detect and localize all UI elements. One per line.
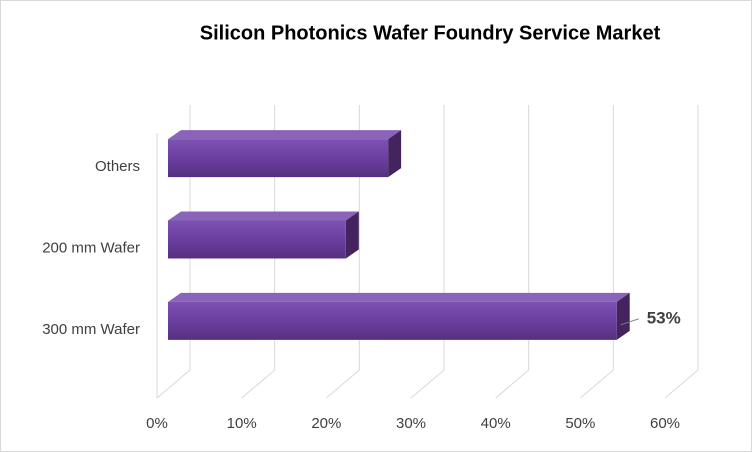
grid-line [241,105,276,399]
leader-line [620,318,639,326]
bar [168,211,359,259]
grid-line [495,105,530,399]
grid-line [664,105,699,399]
bar-side [388,130,402,178]
chart-title: Silicon Photonics Wafer Foundry Service … [200,22,661,44]
bar-front [168,139,389,178]
x-tick-label: 0% [146,415,168,432]
category-label: 200 mm Wafer [42,239,140,256]
x-tick-label: 50% [565,415,595,432]
bar-side [616,292,630,340]
bar-front [168,301,617,340]
grid-line [580,105,614,399]
bar-front [168,220,346,259]
x-tick-label: 20% [311,415,341,432]
x-tick-label: 60% [650,415,680,432]
grid-line [156,105,191,399]
bar-top [168,130,402,140]
bar [168,130,402,178]
grid-line [410,105,445,399]
value-label: 53% [647,308,681,327]
bar-top [168,211,359,221]
category-label: 300 mm Wafer [42,321,140,338]
bar [168,292,630,340]
x-tick-label: 10% [227,415,257,432]
bar-top [168,292,630,302]
x-tick-label: 40% [481,415,511,432]
grid-line [326,105,360,399]
category-label: Others [95,158,140,175]
x-tick-label: 30% [396,415,426,432]
bar-side [345,211,359,259]
